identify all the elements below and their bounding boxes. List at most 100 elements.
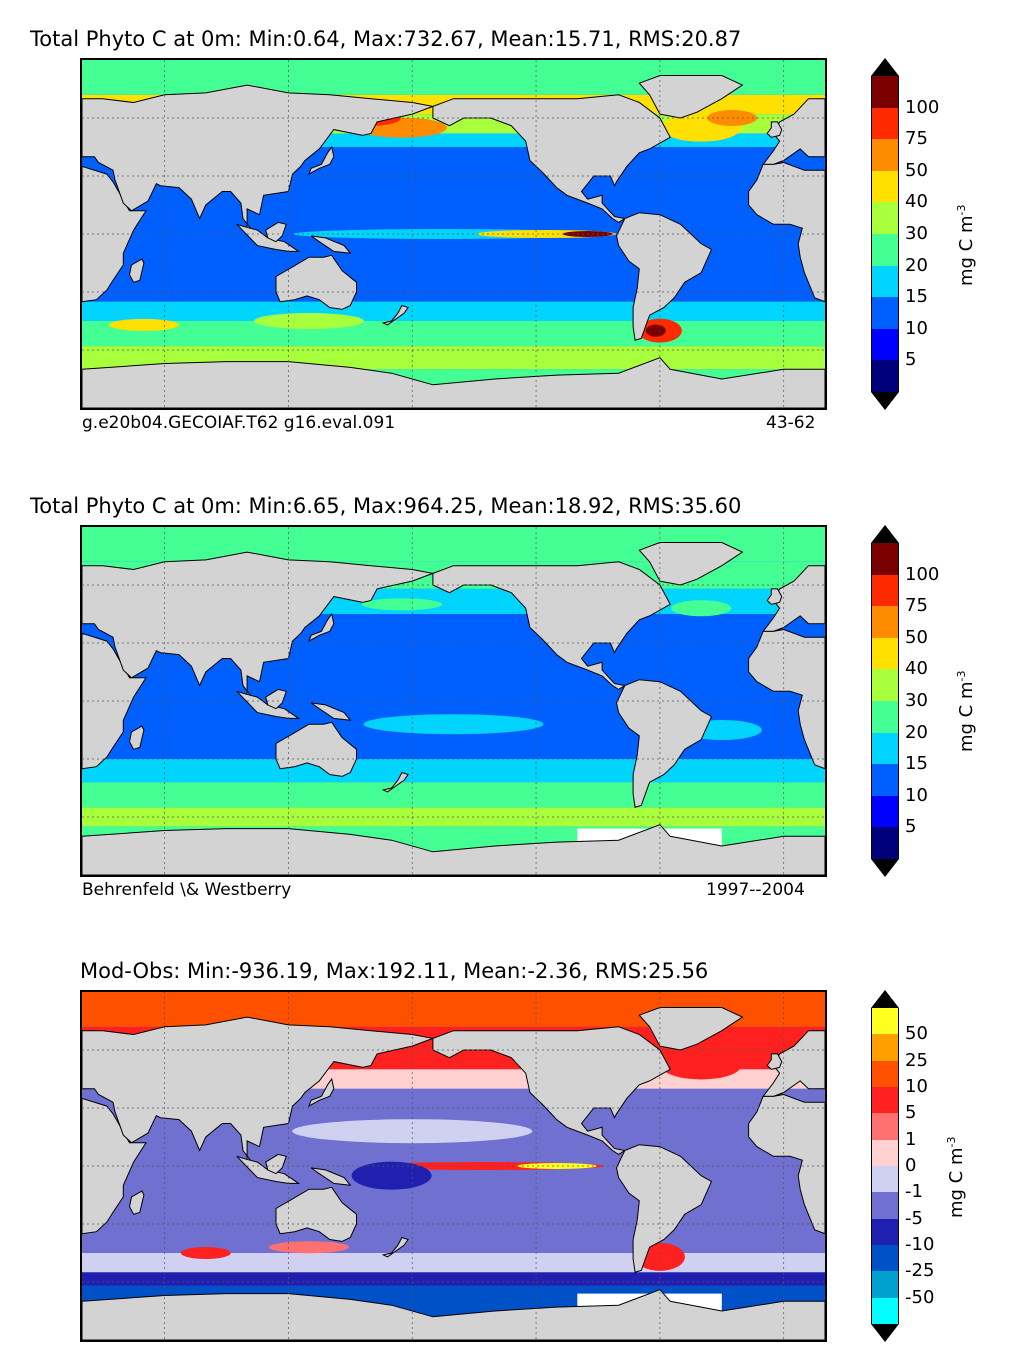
landmass-indonesia — [236, 223, 301, 252]
ocean-feature — [361, 598, 442, 611]
landmass-northam — [432, 94, 671, 223]
panel-2-title: Total Phyto C at 0m: Min:6.65, Max:964.2… — [30, 494, 742, 518]
colorbar-segment — [871, 360, 899, 393]
colorbar-segment — [871, 1087, 899, 1114]
colorbar-under-triangle — [871, 1324, 899, 1342]
landmass-southam — [615, 1144, 713, 1273]
ocean-feature — [180, 1247, 231, 1259]
colorbar-tick-label: 30 — [905, 223, 928, 244]
colorbar-tick-label: 25 — [905, 1049, 928, 1071]
colorbar-tick-label: -10 — [905, 1234, 935, 1255]
landmass-nz — [381, 304, 409, 326]
colorbar-over-triangle — [871, 525, 899, 543]
panel-2-years-label: 1997--2004 — [706, 880, 805, 900]
panel-3-colorbar-unit: mg C m-3 — [945, 1136, 967, 1218]
colorbar-under-triangle — [871, 859, 899, 877]
landmass-europe_asia — [82, 1016, 435, 1165]
landmass-europe_w — [762, 98, 825, 165]
panel-1-model-label: g.e20b04.GECOIAF.T62 g16.eval.091 — [82, 413, 396, 433]
landmass-newguinea — [310, 235, 352, 254]
landmass-madagascar — [128, 1190, 145, 1215]
panel-3-map — [80, 990, 827, 1342]
colorbar-segment — [871, 1245, 899, 1272]
colorbar-tick-label: 10 — [905, 1076, 928, 1097]
landmass-northam — [432, 1026, 671, 1155]
landmass-antarctica — [82, 357, 825, 408]
colorbar-segment — [871, 265, 899, 298]
panel-3-colorbar: 50 25 10 5 1 0 -1 -5 -10 -25 -50 — [871, 990, 934, 1342]
landmass-africa_w — [748, 628, 825, 770]
colorbar-tick-label: 0 — [905, 1155, 917, 1176]
ocean-band — [82, 759, 825, 783]
panel-2-colorbar: 100 75 50 40 30 20 15 10 5 — [871, 525, 939, 877]
landmass-europe_w — [762, 1030, 825, 1097]
colorbar-tick-label: 50 — [905, 159, 928, 181]
colorbar-segment — [871, 76, 899, 109]
panel-3-title: Mod-Obs: Min:-936.19, Max:192.11, Mean:-… — [80, 959, 709, 983]
colorbar-segment — [871, 732, 899, 765]
panel-3-map-svg — [82, 992, 825, 1340]
ocean-feature — [671, 600, 732, 617]
ocean-band — [82, 1272, 825, 1286]
landmass-nz — [381, 771, 409, 793]
colorbar-tick-label: 100 — [905, 563, 940, 585]
landmass-australia — [275, 721, 357, 777]
landmass-indonesia — [236, 1155, 301, 1184]
landmass-uk — [766, 121, 783, 138]
colorbar-tick-label: 15 — [905, 753, 928, 775]
colorbar-segment — [871, 701, 899, 734]
landmass-antarctica — [82, 1289, 825, 1340]
landmass-greenland — [638, 75, 744, 119]
colorbar-segment — [871, 107, 899, 140]
ocean-feature — [516, 1163, 597, 1169]
landmass-uk — [766, 588, 783, 605]
landmass-greenland — [638, 1007, 744, 1051]
colorbar-tick-label: -50 — [905, 1286, 935, 1308]
ocean-feature — [108, 318, 179, 331]
colorbar-segment — [871, 1113, 899, 1141]
panel-2-map-svg — [82, 527, 825, 875]
panel-1-title: Total Phyto C at 0m: Min:0.64, Max:732.6… — [30, 27, 742, 51]
colorbar-segment — [871, 1034, 899, 1062]
landmass-africa_w — [748, 1093, 825, 1235]
landmass-uk — [766, 1053, 783, 1070]
colorbar-segment — [871, 606, 899, 639]
colorbar-tick-label: 50 — [905, 626, 928, 648]
colorbar-tick-label: 100 — [905, 96, 940, 118]
landmass-europe_asia — [82, 84, 435, 233]
colorbar-segment — [871, 795, 899, 828]
colorbar-tick-label: 10 — [905, 317, 928, 339]
landmass-borneo — [265, 1153, 287, 1175]
colorbar-tick-label: 20 — [905, 254, 928, 276]
colorbar-segment — [871, 1166, 899, 1193]
colorbar-segment — [871, 1139, 899, 1167]
colorbar-segment — [871, 637, 899, 670]
ocean-feature — [645, 324, 666, 337]
landmass-japan — [308, 145, 335, 176]
colorbar-segment — [871, 328, 899, 361]
colorbar-segment — [871, 669, 899, 702]
colorbar-tick-label: 40 — [905, 191, 928, 213]
ocean-feature — [363, 714, 544, 735]
colorbar-tick-label: 15 — [905, 286, 928, 308]
colorbar-segment — [871, 202, 899, 235]
colorbar-under-triangle — [871, 392, 899, 410]
landmass-nz — [381, 1236, 409, 1258]
landmass-europe_asia — [82, 551, 435, 700]
landmass-northam — [432, 561, 671, 690]
landmass-europe_w — [762, 565, 825, 632]
colorbar-segment — [871, 764, 899, 797]
landmass-japan — [308, 1077, 335, 1108]
panel-2-colorbar-unit: mg C m-3 — [955, 670, 977, 752]
colorbar-tick-label: 75 — [905, 595, 928, 617]
colorbar-segment — [871, 543, 899, 576]
colorbar-over-triangle — [871, 58, 899, 76]
colorbar-tick-label: 1 — [905, 1128, 917, 1150]
ocean-feature — [269, 1241, 350, 1254]
landmass-newguinea — [310, 1167, 352, 1186]
panel-1-colorbar-unit: mg C m-3 — [955, 204, 977, 286]
landmass-southam — [615, 679, 713, 808]
ocean-band — [82, 321, 825, 347]
colorbar-tick-label: 30 — [905, 690, 928, 711]
colorbar-tick-label: -25 — [905, 1260, 935, 1282]
